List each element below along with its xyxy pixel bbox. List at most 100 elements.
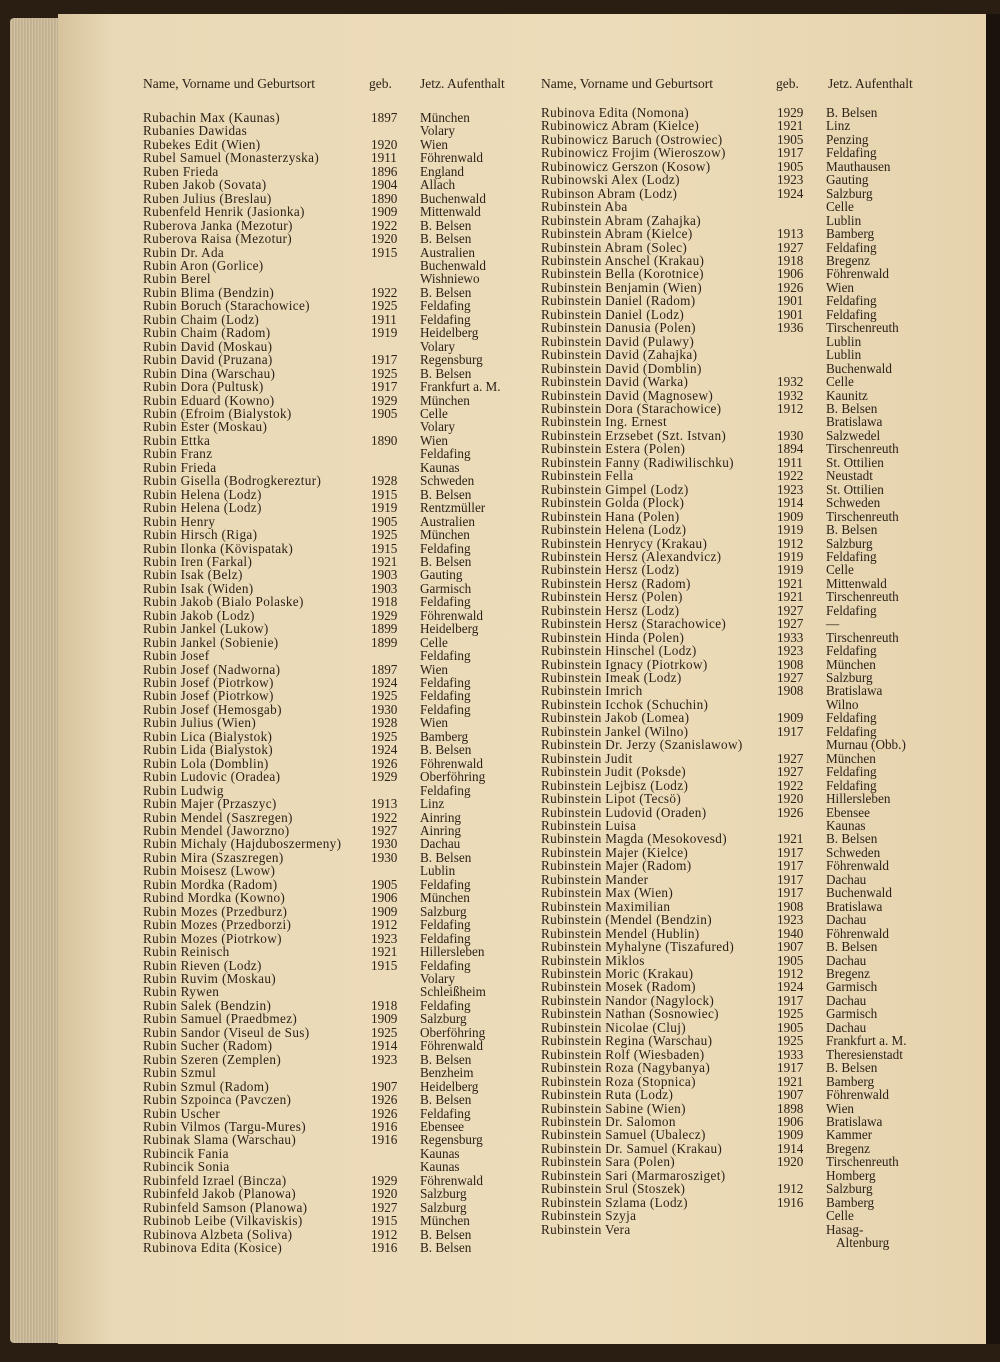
entry-name: Rubin Helena (Lodz) [143,500,262,516]
entry-residence: Neustadt [826,468,873,484]
entry-name: Rubin Berel [143,271,211,287]
entry-name: Rubin Isak (Widen) [143,580,254,596]
entry-born: 1923 [777,172,804,188]
entry-born: 1927 [777,616,804,632]
entry-born: 1924 [777,979,804,995]
entry-born: 1907 [777,1087,804,1103]
entry-residence: B. Belsen [826,831,878,847]
entry-born: 1898 [777,1100,804,1116]
entry-born: 1918 [371,997,398,1013]
table-row: Rubin Aron (Gorlice) Buchenwald [143,259,533,273]
entry-residence: Garmisch [826,979,878,995]
entry-residence: Kaunas [420,459,460,475]
entry-name: Rubenfeld Henrik (Jasionka) [143,204,305,220]
table-row: Rubinak Slama (Warschau) 1916 Regensburg [143,1132,533,1148]
entry-residence: Altenburg [836,1235,890,1251]
table-row: Rubin Moisesz (Lwow) Lublin [143,864,533,878]
entry-name: Rubinstein Moric (Krakau) [541,966,694,981]
entry-residence: Oberföhring [420,769,486,785]
entry-name: Ruberova Janka (Mezotur) [143,217,293,233]
entry-born: 1932 [777,374,804,390]
entry-name: Rubinstein Hersz (Radom) [541,575,691,591]
table-row: Rubin Ludovic (Oradea) 1929 Oberföhring [143,769,533,785]
left-column: Rubachin Max (Kaunas) 1897 München Rubanies… [143,111,533,1255]
entry-born: 1923 [777,481,804,497]
entry-residence: Garmisch [420,580,472,596]
entry-residence: Wien [420,715,449,731]
table-row: Rubekes Edit (Wien) 1920 Wien [143,137,533,151]
entry-residence: Salzburg [826,670,873,686]
table-row: Rubin Josef Feldafing [143,649,533,663]
entry-born: 1890 [371,432,398,448]
table-row: Rubinova Edita (Nomona) 1929 B. Belsen [541,105,941,120]
entry-residence: Heidelberg [420,325,479,341]
entry-name: Ruben Frieda [143,163,219,179]
table-row: Rubinstein Miklos 1905 Dachau [541,953,941,967]
right-header-name: Name, Vorname und Geburtsort [541,76,713,91]
entry-residence: Bamberg [826,1073,875,1089]
entry-residence: Frankfurt a. M. [420,379,501,395]
table-row: Rubin Mozes (Przedburz) 1909 Salzburg [143,903,533,919]
table-row: Altenburg [541,1235,941,1251]
table-row: Rubinstein Srul (Stoszek) 1912 Salzburg [541,1181,941,1197]
entry-name: Rubin Frieda [143,459,217,475]
entry-born: 1929 [777,105,804,120]
entry-born: 1919 [777,522,804,538]
entry-residence: Bratislawa [826,898,883,914]
entry-residence: Dachau [826,1019,867,1035]
entry-born: 1925 [371,365,398,381]
entry-residence: Feldafing [826,602,877,618]
entry-name: Rubin Reinisch [143,944,230,960]
entry-name: Rubinstein David (Zahajka) [541,347,698,363]
table-row: Rubinstein Icchok (Schuchin) Wilno [541,697,941,711]
book-spine [986,14,1000,1344]
table-row: Rubinstein Luisa Kaunas [541,819,941,833]
entry-name: Rubinstein Golda (Plock) [541,495,685,511]
entry-born: 1897 [371,661,398,677]
entry-name: Rubanies Dawidas [143,123,248,139]
entry-name: Rubinson Abram (Lodz) [541,185,678,201]
entry-name: Rubin Jakob (Bialo Polaske) [143,594,304,610]
entry-residence: Kaunitz [826,387,868,403]
entry-born: 1905 [371,876,398,892]
table-row: Rubinstein Abram (Zahajka) Lublin [541,213,941,227]
entry-name: Rubinstein Fanny (Radiwilischku) [541,454,734,470]
table-row: Rubinstein Henrycy (Krakau) 1912 Salzburg [541,536,941,550]
entry-born: 1911 [777,454,803,470]
entry-born: 1904 [371,177,398,193]
entry-born: 1912 [777,1181,804,1197]
entry-born: 1916 [371,1132,398,1148]
table-row: Rubinstein Daniel (Lodz) 1901 Feldafing [541,307,941,321]
entry-born: 1909 [371,903,398,919]
table-row: Rubinowski Alex (Lodz) 1923 Gauting [541,172,941,188]
entry-name: Rubin Henry [143,513,216,529]
entry-residence: Feldafing [826,548,877,564]
entry-residence: Feldafing [420,688,471,704]
entry-name: Rubin Eduard (Kowno) [143,392,275,408]
entry-born: 1909 [777,508,804,524]
table-row: Rubinstein Moric (Krakau) 1912 Bregenz [541,966,941,981]
entry-name: Rubinstein Sara (Polen) [541,1154,676,1170]
entry-name: Rubinowicz Abram (Kielce) [541,118,700,134]
table-row: Rubin Szpoinca (Pavczen) 1926 B. Belsen [143,1093,533,1107]
entry-name: Rubin Mira (Szaszregen) [143,849,284,865]
table-row: Rubin Franz Feldafing [143,447,533,461]
entry-name: Rubin Mordka (Radom) [143,876,278,892]
entry-name: Rubinstein Szyja [541,1208,637,1224]
table-row: Rubin Helena (Lodz) 1915 B. Belsen [143,487,533,501]
entry-residence: Bratislawa [826,683,883,699]
table-row: Rubinstein Hersz (Starachowice) 1927 — [541,616,941,632]
entry-born: 1905 [777,131,804,147]
entry-name: Rubinstein Majer (Radom) [541,858,692,874]
entry-residence: Ainring [420,823,462,839]
table-row: Rubinstein David (Pulawy) Lublin [541,334,941,348]
entry-born: 1906 [777,266,804,282]
entry-born: 1913 [777,226,804,242]
table-row: Rubinstein Abram (Kielce) 1913 Bamberg [541,226,941,242]
entry-name: Rubin Sucher (Radom) [143,1038,273,1054]
table-row: Rubinstein David (Warka) 1932 Celle [541,374,941,390]
entry-name: Rubin (Efroim (Bialystok) [143,405,292,421]
entry-residence: Tirschenreuth [826,320,899,336]
entry-name: Rubinstein Erzsebet (Szt. Istvan) [541,427,727,443]
table-row: Rubinstein Majer (Radom) 1917 Föhrenwald [541,858,941,874]
